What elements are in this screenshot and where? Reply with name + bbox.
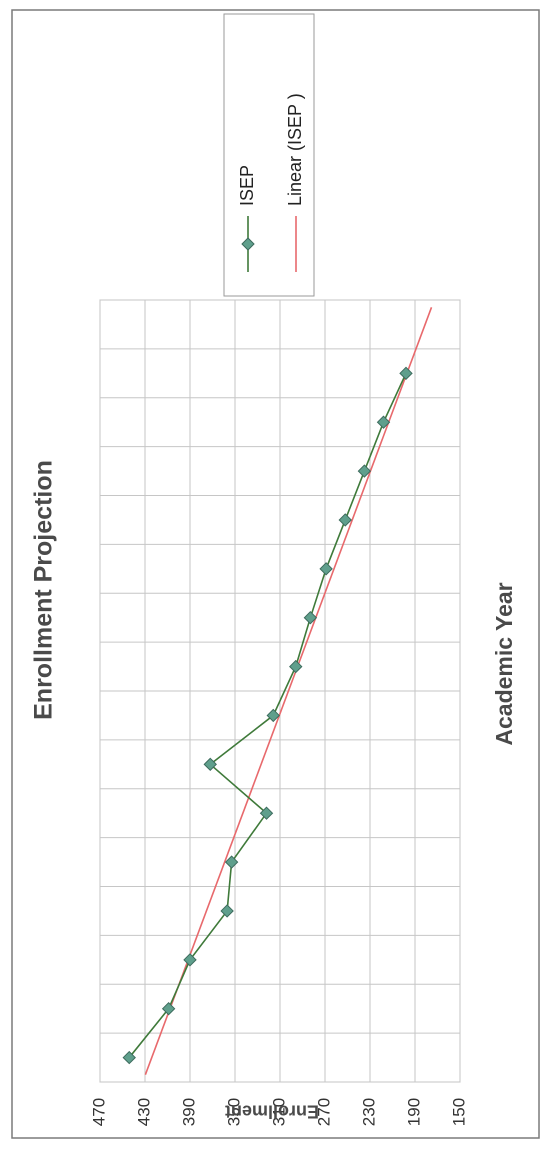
legend-label-isep: ISEP [237, 165, 257, 206]
value-tick-label: 390 [179, 1098, 198, 1126]
value-axis-title: Enrollment [225, 1101, 319, 1121]
data-point-marker [183, 953, 197, 967]
data-point-marker [399, 366, 413, 381]
data-point-marker [289, 659, 303, 674]
value-tick-label: 470 [89, 1098, 108, 1126]
data-point-marker [203, 757, 217, 772]
category-axis-title: Academic Year [491, 582, 517, 745]
value-tick-label: 230 [359, 1098, 378, 1126]
data-point-marker [266, 708, 280, 723]
plot-area [99, 299, 461, 1083]
value-tick-label: 270 [314, 1098, 333, 1126]
trendline [144, 307, 433, 1075]
chart-title: Enrollment Projection [30, 460, 58, 720]
data-point-marker [161, 1001, 176, 1016]
legend: ISEP Linear (ISEP ) [223, 13, 315, 297]
data-point-marker [303, 610, 318, 625]
value-tick-label: 190 [404, 1098, 423, 1126]
data-point-marker [376, 415, 391, 429]
value-tick-label: 350 [224, 1098, 243, 1126]
data-point-marker [338, 513, 352, 527]
legend-label-trend: Linear (ISEP ) [285, 93, 305, 206]
value-tick-label: 310 [269, 1098, 288, 1126]
data-point-marker [220, 904, 234, 918]
axis-area: 470 430 390 350 310 270 230 190 150 [89, 1098, 468, 1126]
value-tick-label: 430 [134, 1098, 153, 1126]
data-point-marker [224, 855, 239, 869]
data-point-marker [122, 1050, 136, 1065]
legend-box [223, 13, 315, 297]
value-tick-label: 150 [449, 1098, 468, 1126]
legend-marker-isep [241, 237, 255, 251]
chart-labels: Enrollment Projection Academic Year Enroll… [30, 460, 517, 1121]
data-point-marker [259, 806, 274, 820]
data-point-marker [319, 562, 333, 576]
data-point-marker [357, 464, 372, 478]
